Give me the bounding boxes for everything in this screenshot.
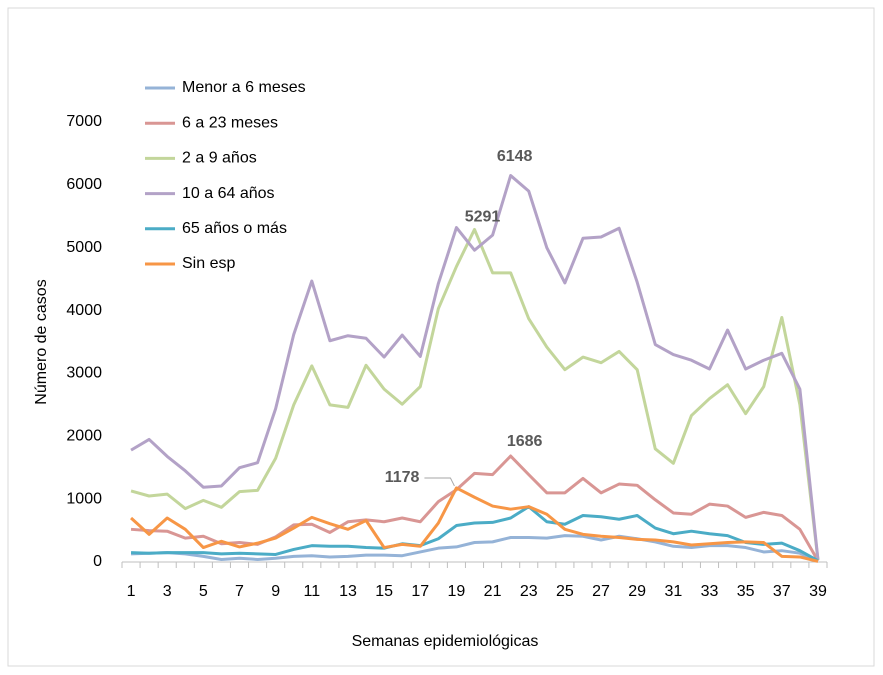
y-tick-label: 4000: [66, 302, 102, 319]
legend-label: Sin esp: [182, 255, 235, 272]
x-tick-label: 11: [304, 583, 321, 600]
y-tick-label: 6000: [66, 176, 102, 193]
x-tick-label: 29: [628, 583, 646, 600]
data-label: 5291: [465, 209, 501, 226]
chart-border: [7, 7, 875, 667]
x-tick-label: 21: [484, 583, 502, 600]
x-tick-label: 23: [520, 583, 538, 600]
series-line: [130, 505, 819, 563]
x-tick-label: 7: [235, 583, 244, 600]
x-tick-label: 31: [664, 583, 682, 600]
x-tick-label: 15: [375, 583, 393, 600]
x-tick-label: 9: [271, 583, 280, 600]
x-tick-label: 37: [773, 583, 791, 600]
annotation-leader: [424, 477, 455, 487]
series-line: [130, 486, 819, 563]
x-tick-label: 17: [411, 583, 429, 600]
x-tick-label: 33: [701, 583, 719, 600]
y-tick-label: 2000: [66, 428, 102, 445]
x-tick-label: 35: [737, 583, 755, 600]
x-tick-label: 25: [556, 583, 574, 600]
x-tick-label: 39: [809, 583, 827, 600]
data-label: 1178: [385, 469, 420, 486]
y-tick-label: 3000: [66, 365, 102, 382]
series-line: [130, 227, 820, 561]
x-axis-title: Semanas epidemiológicas: [352, 633, 539, 650]
data-label: 1686: [507, 433, 543, 450]
x-tick-label: 3: [163, 583, 172, 600]
x-tick-label: 5: [199, 583, 208, 600]
x-tick-label: 1: [127, 583, 136, 600]
x-tick-label: 19: [448, 583, 466, 600]
legend-label: Menor a 6 meses: [182, 79, 306, 96]
data-label: 6148: [497, 148, 533, 165]
y-tick-label: 5000: [66, 239, 102, 256]
legend-label: 6 a 23 meses: [182, 114, 278, 131]
legend-label: 2 a 9 años: [182, 150, 257, 167]
series-line: [130, 454, 820, 562]
legend-label: 65 años o más: [182, 220, 287, 237]
series-line: [130, 534, 819, 563]
y-tick-label: 7000: [66, 113, 102, 130]
x-tick-label: 27: [592, 583, 610, 600]
y-axis-title: Número de casos: [33, 279, 50, 404]
x-tick-label: 13: [339, 583, 357, 600]
y-tick-label: 0: [93, 553, 102, 570]
legend-label: 10 a 64 años: [182, 185, 275, 202]
series-line: [130, 174, 820, 560]
y-tick-label: 1000: [66, 490, 102, 507]
